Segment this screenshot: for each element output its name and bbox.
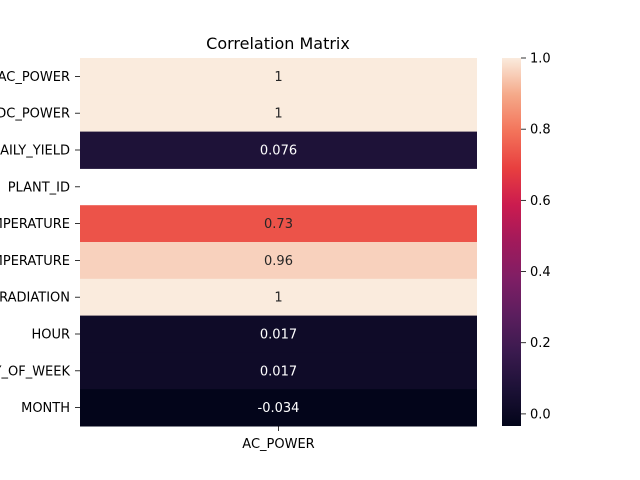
y-axis: AC_POWER DC_POWER DAILY_YIELD PLANT_ID AMBIE… <box>0 70 80 416</box>
colorbar <box>502 58 521 426</box>
heatmap-cell <box>80 58 477 96</box>
cell-value-label: 0.73 <box>264 217 293 232</box>
colorbar-tick-label: 1.0 <box>530 52 551 67</box>
y-tick-label: MODULE_TEMPERATURE <box>0 254 70 269</box>
cell-value-label: -0.034 <box>258 401 300 416</box>
y-tick-label: MONTH <box>21 401 70 416</box>
heatmap-cell <box>80 389 477 427</box>
heatmap-cell <box>80 352 477 390</box>
cell-value-label: 1 <box>274 70 282 85</box>
cell-value-label: 0.017 <box>260 364 297 379</box>
y-tick-label: DAY_OF_WEEK <box>0 364 70 379</box>
colorbar-ticks: 0.0 0.2 0.4 0.6 0.8 1.0 <box>521 52 551 422</box>
colorbar-tick-label: 0.4 <box>530 265 551 280</box>
chart-title: Correlation Matrix <box>206 34 350 53</box>
cell-value-label: 0.96 <box>264 254 293 269</box>
y-tick-label: DC_POWER <box>0 107 70 122</box>
cell-value-label: 1 <box>274 291 282 306</box>
heatmap-cell <box>80 242 477 280</box>
colorbar-tick-label: 0.6 <box>530 194 551 209</box>
y-tick-label: DAILY_YIELD <box>0 144 70 159</box>
y-tick-label: PLANT_ID <box>8 180 70 195</box>
colorbar-tick-label: 0.0 <box>530 407 551 422</box>
heatmap-cell <box>80 94 477 133</box>
colorbar-tick-label: 0.8 <box>530 123 551 138</box>
heatmap-cell <box>80 315 477 353</box>
colorbar-tick-label: 0.2 <box>530 336 551 351</box>
heatmap-cell <box>80 205 477 243</box>
heatmap-cells: 1 1 0.076 0.73 0.96 1 0.017 0.017 -0.034 <box>80 58 477 427</box>
x-axis: AC_POWER <box>242 426 315 452</box>
y-tick-label: HOUR <box>31 328 70 343</box>
cell-value-label: 0.017 <box>260 328 297 343</box>
y-tick-label: IRRADIATION <box>0 291 70 306</box>
heatmap-cell <box>80 131 477 169</box>
cell-value-label: 1 <box>274 107 282 122</box>
heatmap-cell <box>80 278 477 317</box>
x-tick-label: AC_POWER <box>242 437 314 452</box>
cell-value-label: 0.076 <box>260 144 297 159</box>
y-tick-label: AMBIENT_TEMPERATURE <box>0 217 70 232</box>
y-tick-label: AC_POWER <box>0 70 70 85</box>
